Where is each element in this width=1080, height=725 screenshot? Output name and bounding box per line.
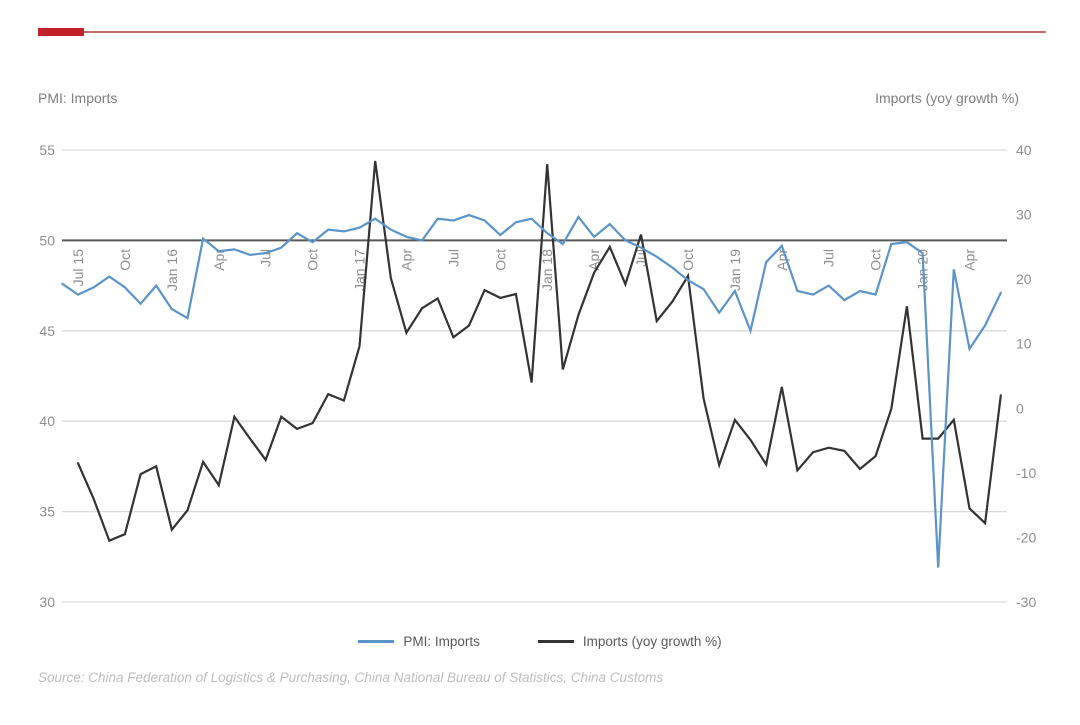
y-axis-left-tick-label: 35 (39, 504, 55, 520)
legend-label-pmi: PMI: Imports (403, 634, 480, 649)
left-axis-title: PMI: Imports (38, 90, 118, 106)
x-axis-tick-label: Jan 17 (352, 249, 368, 291)
x-axis-tick-label: Apr (211, 249, 227, 271)
legend: PMI: Imports Imports (yoy growth %) (0, 634, 1080, 649)
y-axis-left-tick-label: 45 (39, 323, 55, 339)
accent-bar (38, 28, 84, 36)
x-axis-tick-label: Apr (398, 249, 414, 271)
x-axis-tick-label: Apr (962, 249, 978, 271)
x-axis-tick-label: Oct (305, 249, 321, 271)
y-axis-right-tick-label: 0 (1016, 400, 1024, 416)
x-axis-tick-label: Jan 18 (539, 249, 555, 291)
y-axis-right-labels: 40 30 20 10 0 -10 -20 -30 (1016, 142, 1036, 610)
x-axis-tick-label: Jan 16 (164, 249, 180, 291)
x-axis-tick-label: Jul (821, 249, 837, 267)
x-axis-tick-label: Oct (492, 249, 508, 271)
y-axis-left-tick-label: 50 (39, 232, 55, 248)
x-axis-tick-label: Apr (586, 249, 602, 271)
y-axis-left-tick-label: 55 (39, 142, 55, 158)
y-axis-right-tick-label: 10 (1016, 336, 1032, 352)
gridlines (62, 149, 1007, 603)
y-axis-left-tick-label: 40 (39, 413, 55, 429)
y-axis-left-labels: 55 50 45 40 35 30 (39, 142, 55, 610)
x-axis-tick-label: Oct (117, 249, 133, 271)
y-axis-right-tick-label: 20 (1016, 271, 1032, 287)
series-imports-yoy-line (76, 160, 1002, 543)
x-axis-tick-label: Jul 15 (70, 249, 86, 287)
legend-swatch-yoy-line (537, 640, 574, 643)
source-note: Source: China Federation of Logistics & … (38, 670, 664, 685)
y-axis-left-tick-label: 30 (39, 594, 55, 610)
y-axis-right-tick-label: 40 (1016, 142, 1032, 158)
header-rule (38, 31, 1046, 33)
x-axis-tick-label: Jan 19 (727, 249, 743, 291)
x-axis-tick-label: Oct (868, 249, 884, 271)
y-axis-right-tick-label: 30 (1016, 207, 1032, 223)
y-axis-right-tick-label: -20 (1016, 529, 1036, 545)
series-pmi-imports-line (61, 213, 1002, 568)
x-axis-tick-label: Oct (680, 249, 696, 271)
legend-entry-pmi: PMI: Imports (358, 634, 480, 649)
legend-swatch-pmi-line (358, 640, 395, 643)
y-axis-right-tick-label: -10 (1016, 465, 1036, 481)
legend-entry-yoy: Imports (yoy growth %) (537, 634, 722, 649)
x-axis-labels: Jul 15 Oct Jan 16 Apr Jul Oct Jan 17 Apr Jul Oct J… (70, 249, 978, 291)
y-axis-right-tick-label: -30 (1016, 594, 1036, 610)
right-axis-title: Imports (yoy growth %) (875, 90, 1019, 106)
x-axis-tick-label: Jul (445, 249, 461, 267)
legend-label-yoy: Imports (yoy growth %) (582, 634, 722, 649)
